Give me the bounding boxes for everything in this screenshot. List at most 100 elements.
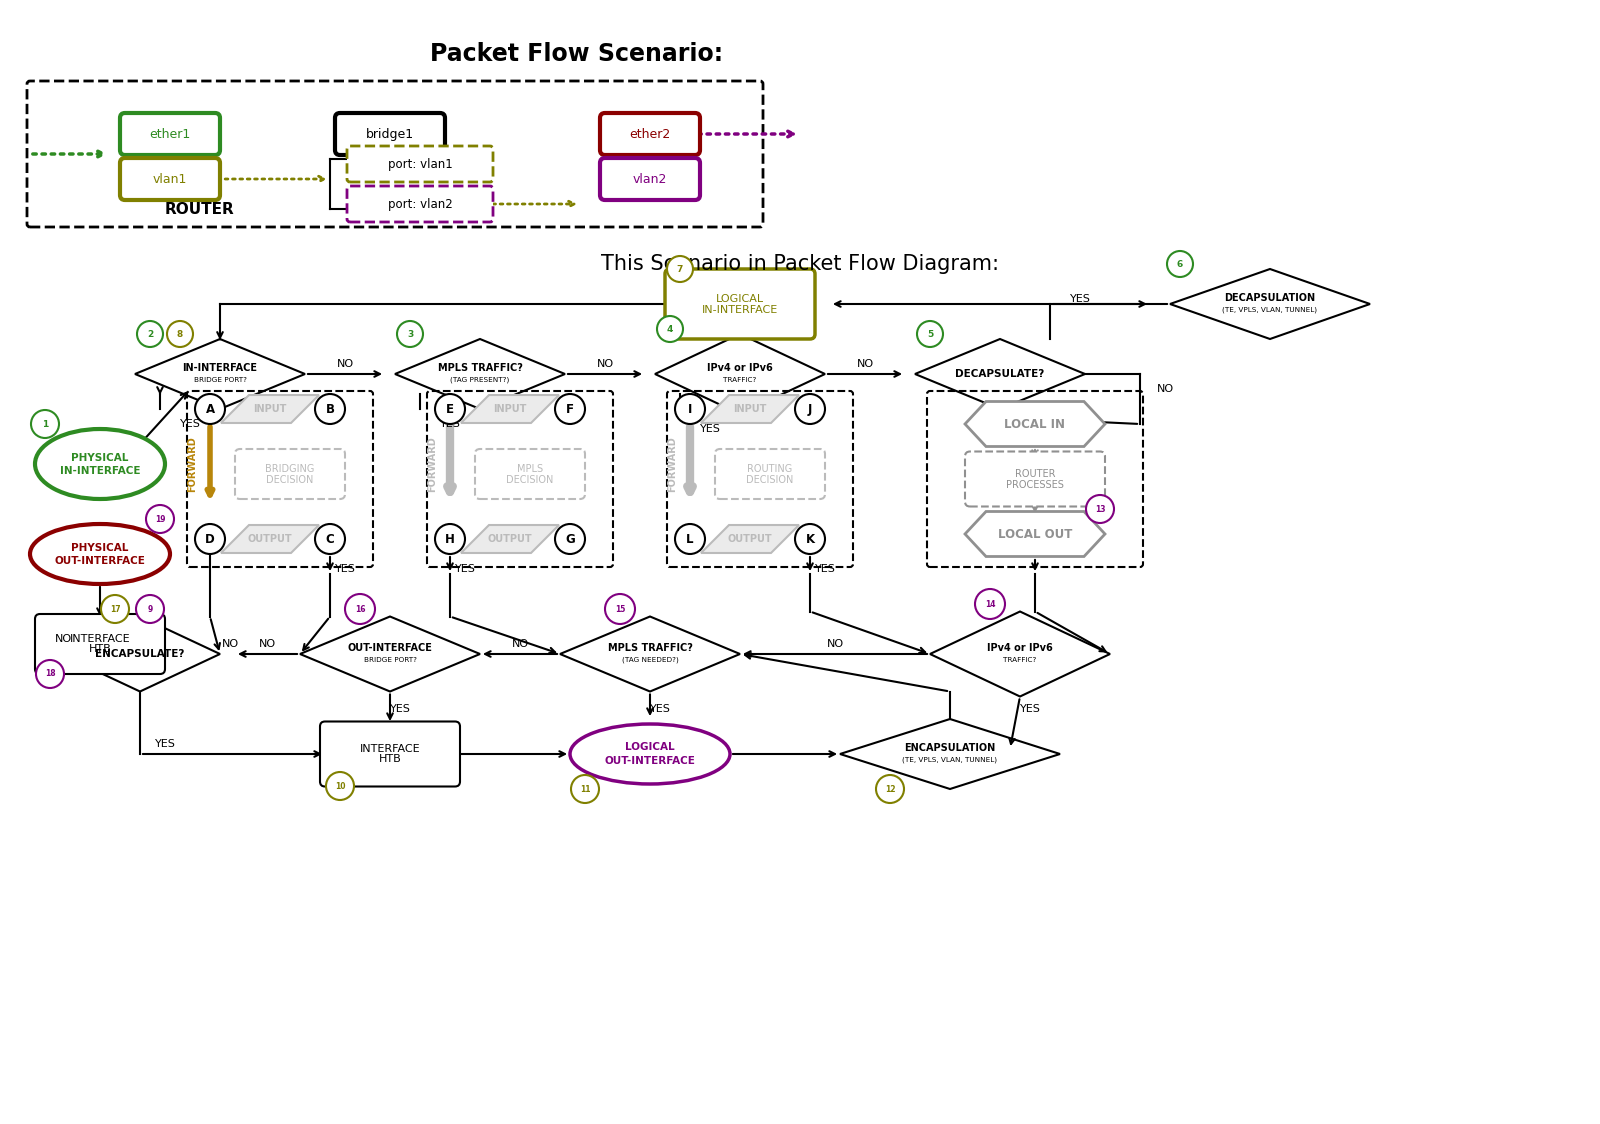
FancyBboxPatch shape [347,146,493,182]
Text: INTERFACE: INTERFACE [360,743,421,753]
Text: vlan1: vlan1 [154,172,187,185]
Ellipse shape [30,524,170,584]
Text: ROUTER: ROUTER [165,201,235,217]
Text: TRAFFIC?: TRAFFIC? [723,377,757,382]
Text: 16: 16 [355,605,365,614]
Text: OUT-INTERFACE: OUT-INTERFACE [605,755,696,765]
Text: NO: NO [856,359,874,369]
Text: 6: 6 [1178,260,1182,269]
Circle shape [1166,251,1194,277]
Text: bridge1: bridge1 [366,127,414,140]
Text: YES: YES [650,704,670,714]
Text: OUTPUT: OUTPUT [728,534,773,544]
Text: IN-INTERFACE: IN-INTERFACE [59,465,141,475]
FancyBboxPatch shape [666,269,814,339]
Text: PHYSICAL: PHYSICAL [72,543,128,553]
Circle shape [675,524,706,554]
Text: ENCAPSULATION: ENCAPSULATION [904,743,995,753]
Text: YES: YES [440,419,461,429]
Text: OUT-INTERFACE: OUT-INTERFACE [347,643,432,653]
Circle shape [555,524,586,554]
Ellipse shape [35,429,165,499]
Text: 18: 18 [45,670,56,679]
Circle shape [101,595,130,623]
Text: ether2: ether2 [629,127,670,140]
Circle shape [917,321,942,347]
Text: YES: YES [155,738,176,749]
Text: IPv4 or IPv6: IPv4 or IPv6 [707,363,773,373]
Circle shape [35,660,64,688]
FancyBboxPatch shape [965,452,1106,507]
Circle shape [605,593,635,624]
Text: FORWARD: FORWARD [667,436,677,492]
Text: PROCESSES: PROCESSES [1006,480,1064,489]
Text: YES: YES [699,424,720,434]
Circle shape [555,395,586,424]
Text: IPv4 or IPv6: IPv4 or IPv6 [987,643,1053,653]
Circle shape [974,589,1005,619]
Text: MPLS TRAFFIC?: MPLS TRAFFIC? [437,363,523,373]
Polygon shape [701,525,798,553]
Text: Packet Flow Scenario:: Packet Flow Scenario: [430,42,723,66]
Polygon shape [701,395,798,423]
Circle shape [315,524,346,554]
Polygon shape [221,525,318,553]
FancyBboxPatch shape [187,391,373,566]
Text: YES: YES [814,564,835,574]
Text: NO: NO [827,640,843,649]
Polygon shape [461,395,558,423]
Circle shape [675,395,706,424]
Text: BRIDGING: BRIDGING [266,463,315,473]
Text: NO: NO [336,359,354,369]
Circle shape [435,395,466,424]
FancyBboxPatch shape [27,81,763,227]
Text: K: K [805,533,814,545]
Polygon shape [221,395,318,423]
Text: IN-INTERFACE: IN-INTERFACE [182,363,258,373]
Text: port: vlan1: port: vlan1 [387,157,453,171]
Text: B: B [325,402,334,416]
Text: FORWARD: FORWARD [427,436,437,492]
Text: vlan2: vlan2 [634,172,667,185]
FancyBboxPatch shape [120,158,221,200]
Text: YES: YES [334,564,355,574]
Text: 10: 10 [334,781,346,790]
Text: HTB: HTB [88,644,112,654]
Circle shape [346,593,374,624]
Text: (TE, VPLS, VLAN, TUNNEL): (TE, VPLS, VLAN, TUNNEL) [1222,306,1317,312]
Text: 11: 11 [579,785,590,794]
Text: 14: 14 [984,599,995,608]
FancyBboxPatch shape [427,391,613,566]
Text: 13: 13 [1094,505,1106,514]
Circle shape [166,321,194,347]
FancyBboxPatch shape [35,614,165,674]
FancyBboxPatch shape [235,448,346,499]
Circle shape [1086,495,1114,523]
Text: D: D [205,533,214,545]
Text: J: J [808,402,813,416]
FancyBboxPatch shape [475,448,586,499]
Text: (TAG PRESENT?): (TAG PRESENT?) [450,377,510,383]
Text: INPUT: INPUT [253,404,286,414]
Text: 5: 5 [926,329,933,338]
Text: 12: 12 [885,785,896,794]
Text: DECAPSULATION: DECAPSULATION [1224,293,1315,303]
Text: MPLS: MPLS [517,463,542,473]
FancyBboxPatch shape [926,391,1142,566]
Text: G: G [565,533,574,545]
Text: 7: 7 [677,264,683,273]
Text: This Scenario in Packet Flow Diagram:: This Scenario in Packet Flow Diagram: [602,254,998,274]
Text: YES: YES [1069,294,1091,303]
Text: YES: YES [179,419,200,429]
Text: LOGICAL: LOGICAL [626,743,675,752]
Circle shape [658,316,683,342]
Text: DECISION: DECISION [266,474,314,484]
FancyBboxPatch shape [320,722,461,787]
Text: I: I [688,402,693,416]
Text: NO: NO [1157,384,1173,395]
FancyBboxPatch shape [715,448,826,499]
Circle shape [138,321,163,347]
Circle shape [795,395,826,424]
Circle shape [667,256,693,282]
Text: port: vlan2: port: vlan2 [387,198,453,210]
